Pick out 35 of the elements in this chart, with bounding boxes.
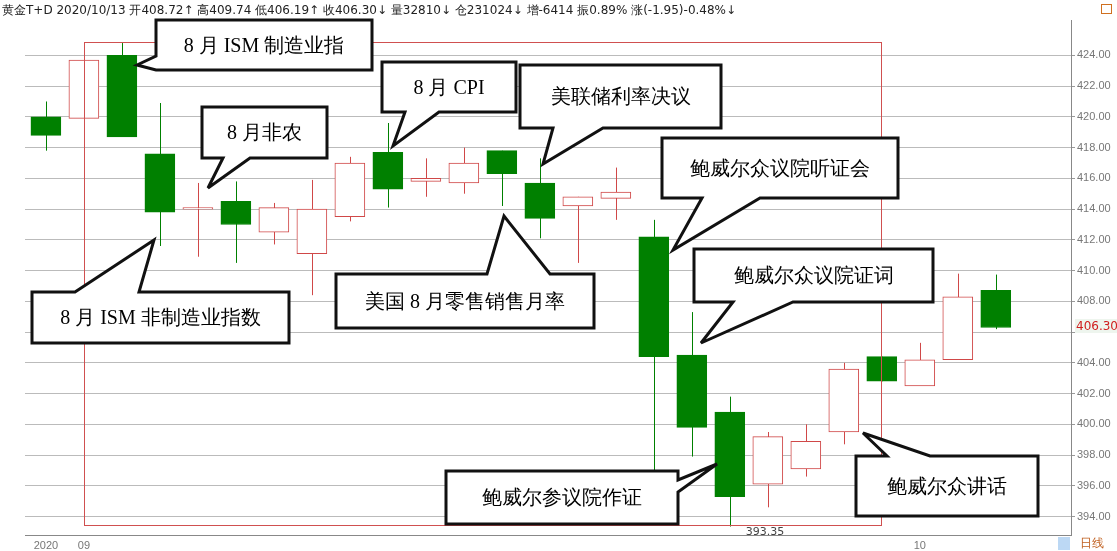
y-tick-label: 422.00: [1077, 79, 1111, 92]
y-tick-label: 416.00: [1077, 171, 1111, 184]
annotation: 鲍威尔众议院听证会: [689, 155, 871, 181]
annotation: 8 月 ISM 制造业指: [182, 32, 346, 58]
y-tick-label: 408.00: [1077, 294, 1111, 307]
x-tick-label: 2020: [33, 538, 59, 551]
y-tick-label: 420.00: [1077, 109, 1111, 122]
y-tick-label: 394.00: [1077, 509, 1111, 522]
y-tick-label: 414.00: [1077, 202, 1111, 215]
annotation: 鲍威尔众讲话: [886, 473, 1008, 499]
annotation: 美国 8 月零售销售月率: [364, 288, 566, 314]
candlestick: [600, 167, 632, 221]
y-tick-label: 404.00: [1077, 355, 1111, 368]
y-tick-label: 402.00: [1077, 386, 1111, 399]
annotation: 鲍威尔众议院证词: [732, 263, 895, 288]
y-tick-label: 412.00: [1077, 232, 1111, 245]
text: 日线: [1080, 535, 1104, 551]
annotation: 美联储利率决议: [549, 84, 692, 109]
y-tick-label: 418.00: [1077, 140, 1111, 153]
annotation: 8 月非农: [226, 120, 303, 145]
y-tick-label: 398.00: [1077, 448, 1111, 461]
y-tick-label: 396.00: [1077, 478, 1111, 491]
x-tick-label: 09: [77, 538, 91, 551]
annotation: 8 月 CPI: [412, 74, 486, 100]
candlestick: [410, 157, 442, 198]
chart-title: 黄金T+D 2020/10/13 开408.72↑ 高409.74 低406.19↑ 收406.30↓ 量32810↓ 仓231024↓ 增-6414 振0.89% 涨(-1.95)-0.48%↓: [2, 2, 737, 19]
y-tick-label: 410.00: [1077, 263, 1111, 276]
annotation: 8 月 ISM 非制造业指数: [59, 305, 262, 330]
annotation: 393.35: [745, 524, 785, 538]
y-tick-label: 424.00: [1077, 48, 1111, 61]
annotation: 鲍威尔参议院作证: [481, 485, 643, 510]
y-tick-label: 400.00: [1077, 417, 1111, 430]
x-tick-label: 10: [913, 538, 926, 551]
text: 406.30: [1075, 319, 1117, 334]
candlestick: [182, 182, 214, 258]
